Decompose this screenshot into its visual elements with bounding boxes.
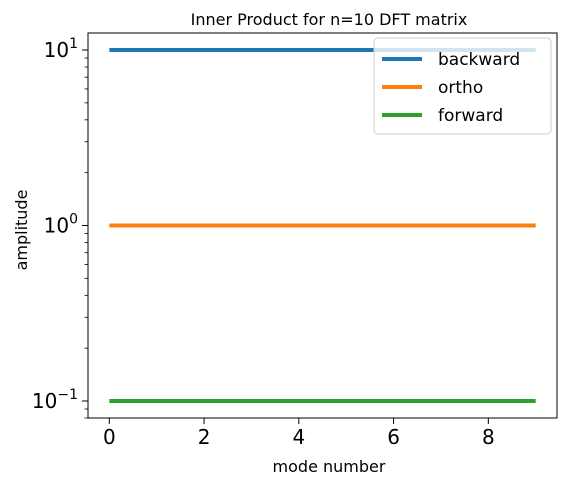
plot-frame: [87, 32, 558, 419]
y-axis-label: amplitude: [12, 190, 31, 271]
legend-label-forward: forward: [438, 106, 503, 126]
x-tick-label: 6: [387, 425, 400, 449]
legend-label-backward: backward: [438, 50, 520, 70]
x-axis-label: mode number: [273, 457, 386, 476]
y-tick-label: 101: [44, 36, 78, 62]
y-tick-label: 10−1: [32, 387, 78, 413]
chart-title: Inner Product for n=10 DFT matrix: [191, 10, 468, 29]
y-tick-label: 100: [44, 212, 78, 238]
x-tick-label: 4: [292, 425, 305, 449]
legend-label-ortho: ortho: [438, 78, 483, 98]
legend-box: [373, 37, 552, 135]
x-tick-label: 0: [103, 425, 116, 449]
x-tick-label: 2: [198, 425, 211, 449]
x-tick-label: 8: [482, 425, 495, 449]
